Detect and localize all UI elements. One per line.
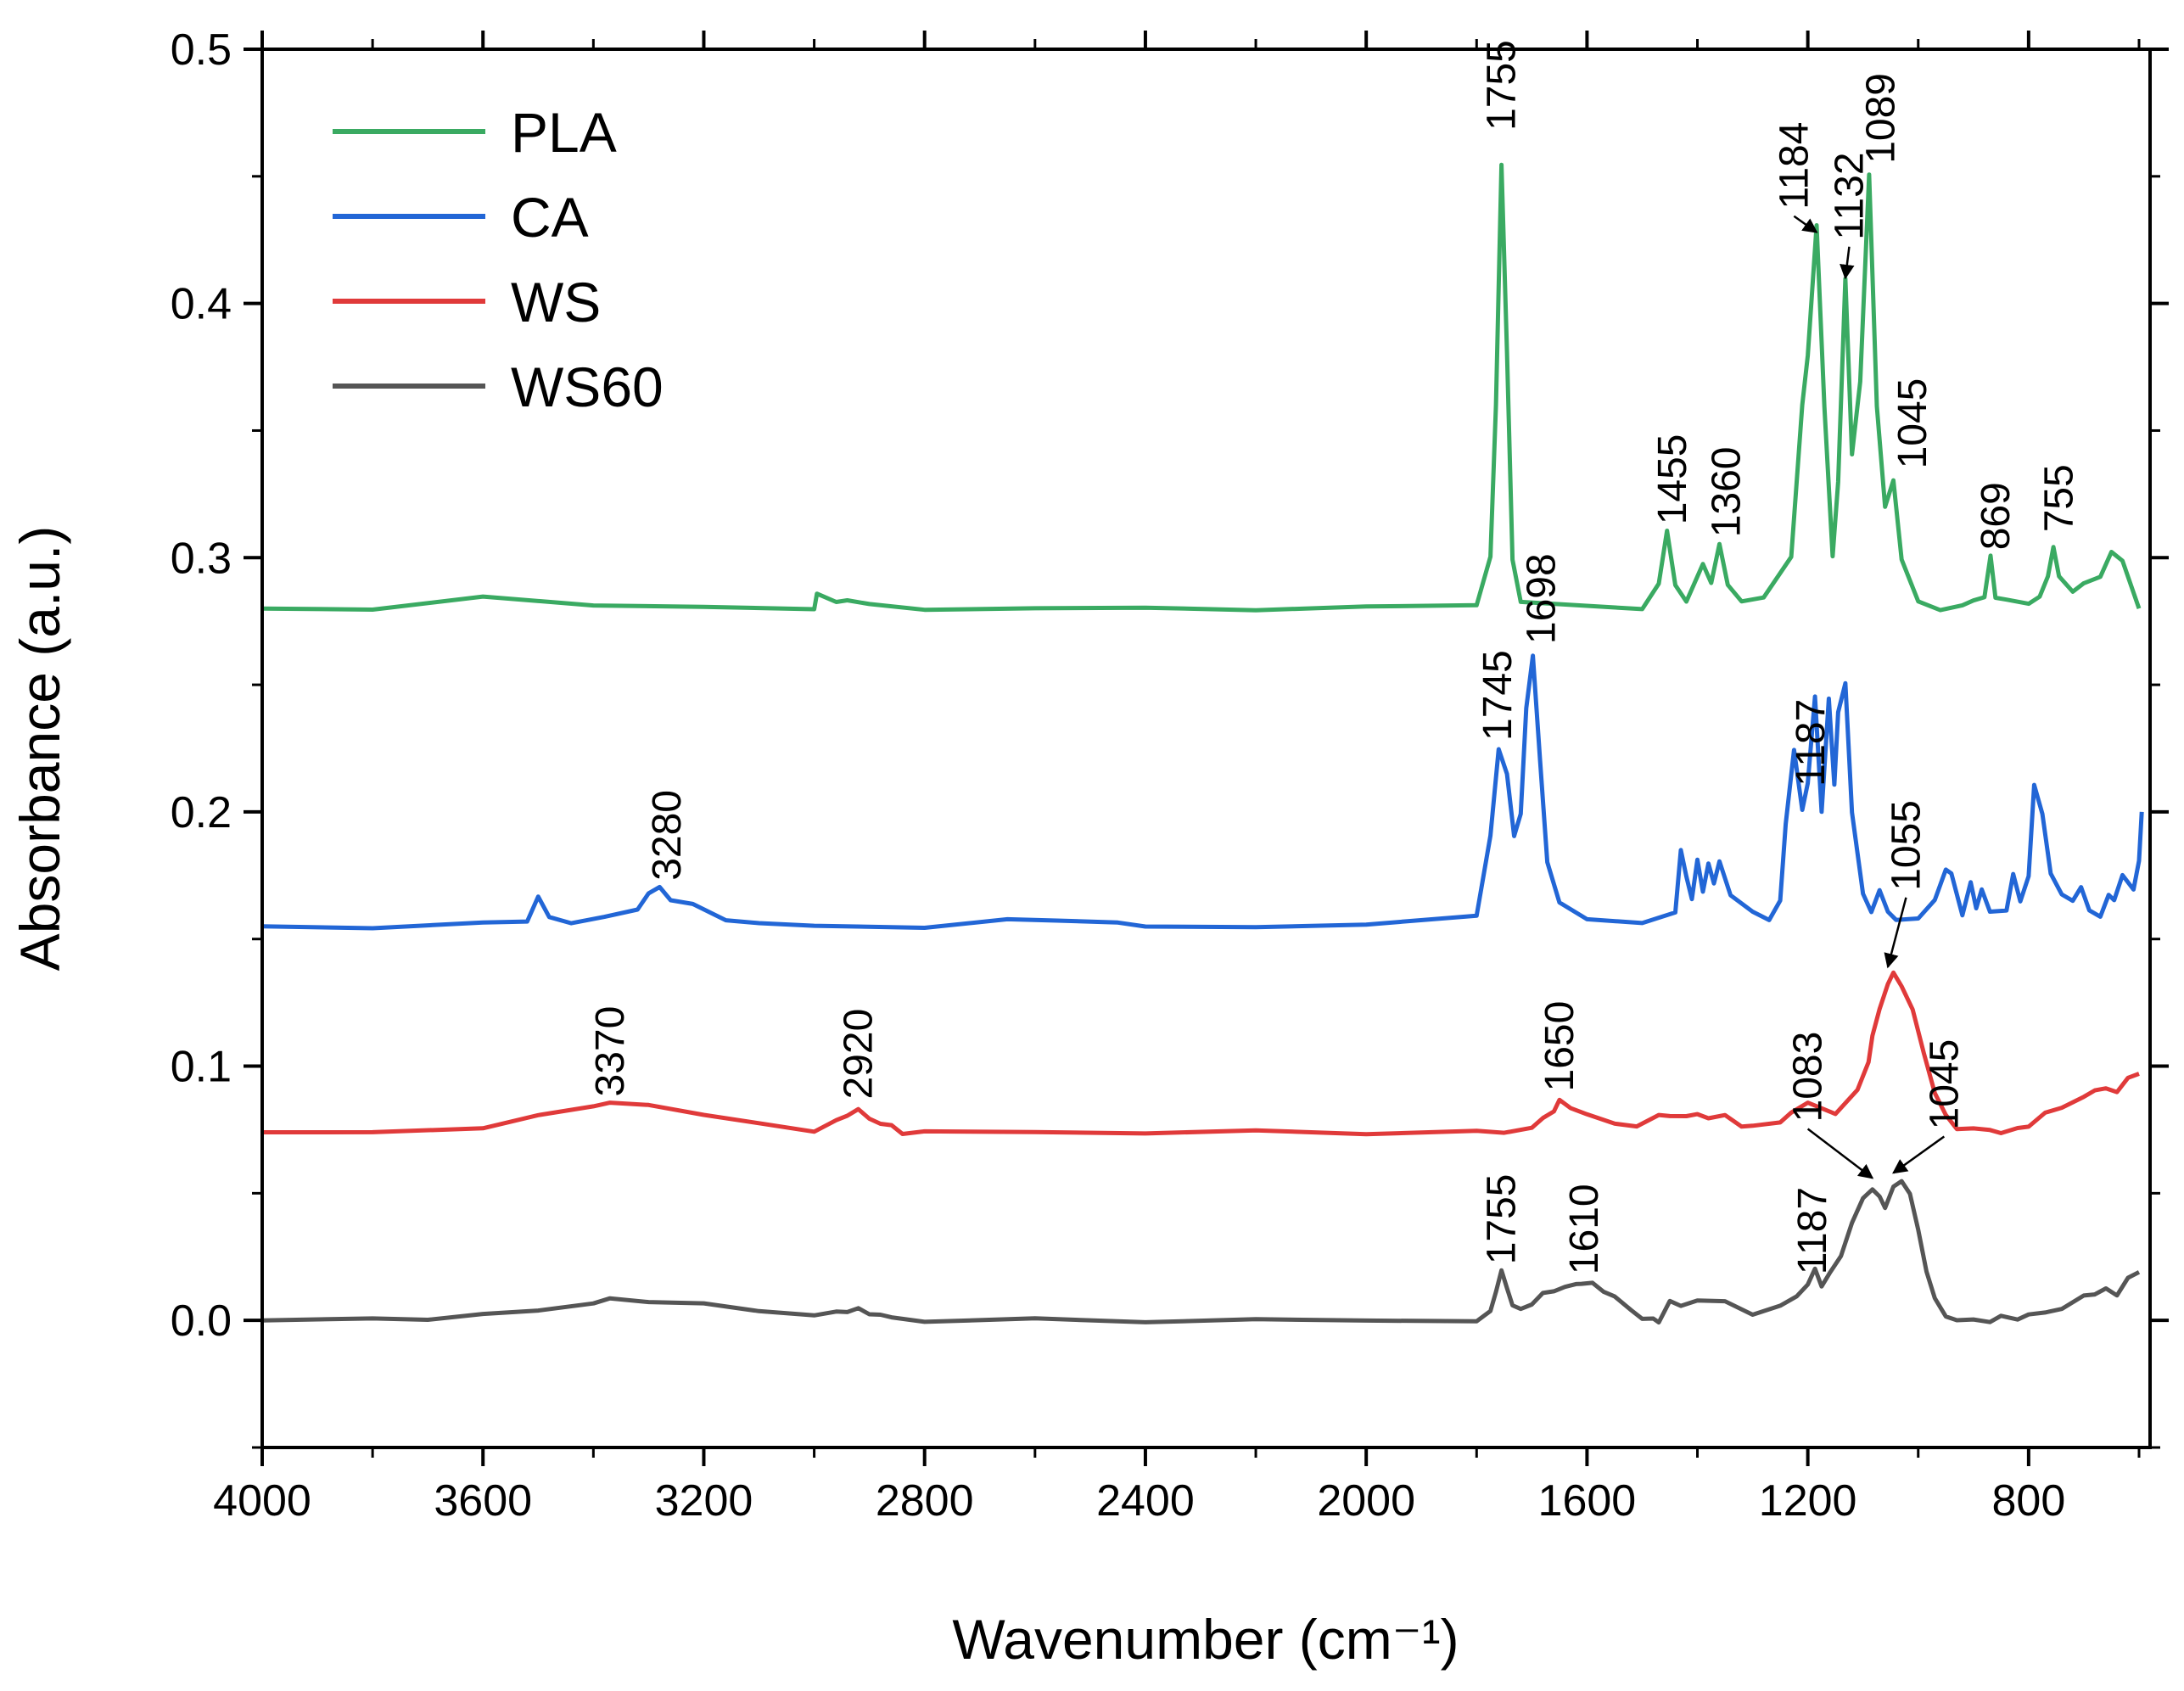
legend-label-ws: WS: [511, 271, 601, 333]
peak-label-pla-1132: 1132: [1827, 152, 1872, 239]
legend-label-ca: CA: [511, 186, 589, 249]
series-layer: [261, 162, 2144, 1325]
y-tick-label: 0.1: [171, 1043, 232, 1092]
peak-label-ca-1745: 1745: [1476, 650, 1520, 741]
peak-arrow-ca-1055: [1884, 897, 1907, 969]
peak-label-ws-3370: 3370: [588, 1006, 633, 1097]
peak-label-pla-1755: 1755: [1480, 40, 1525, 131]
peak-label-ws60-1083: 1083: [1786, 1032, 1831, 1123]
peak-label-pla-1455: 1455: [1650, 434, 1695, 525]
peak-label-ws60-1045: 1045: [1922, 1039, 1967, 1130]
x-tick-label: 3600: [434, 1476, 532, 1526]
series-line-ws60: [261, 1179, 2141, 1325]
x-tick-label: 1600: [1538, 1476, 1637, 1526]
peak-label-ca-1055: 1055: [1884, 800, 1929, 891]
peak-arrow-pla-1184: [1793, 215, 1818, 233]
peak-label-ca-1187: 1187: [1789, 699, 1834, 787]
peak-label-ws60-1187: 1187: [1790, 1187, 1835, 1274]
y-tick-label: 0.2: [171, 788, 232, 837]
peak-label-pla-869: 869: [1974, 482, 2019, 550]
peak-label-ws60-1610: 1610: [1562, 1184, 1607, 1274]
legend-label-ws60: WS60: [511, 356, 664, 418]
x-tick-label: 2400: [1096, 1476, 1195, 1526]
tick-layer: 4000 3600 3200 2800 2400 2000 1600 1200 800 0.0 0.…: [171, 25, 2169, 1526]
peak-label-pla-1089: 1089: [1859, 73, 1904, 164]
series-line-ca: [261, 653, 2144, 931]
peak-label-ca-3280: 3280: [645, 790, 690, 881]
legend: PLA CA WS WS60: [333, 101, 664, 418]
peak-label-pla-1360: 1360: [1704, 447, 1749, 538]
x-tick-label: 3200: [655, 1476, 753, 1526]
peak-label-ws60-1755: 1755: [1480, 1174, 1525, 1265]
x-tick-label: 2800: [876, 1476, 974, 1526]
y-tick-label: 0.4: [171, 280, 232, 329]
y-tick-label: 0.0: [171, 1296, 232, 1346]
peak-label-ca-1698: 1698: [1519, 553, 1564, 644]
peak-label-ws-1650: 1650: [1537, 1001, 1582, 1092]
x-axis-title: Wavenumber (cm⁻¹): [952, 1608, 1459, 1671]
series-line-ws: [261, 970, 2140, 1137]
y-tick-label: 0.3: [171, 534, 232, 583]
plot-frame: [260, 48, 2152, 1449]
x-tick-label: 800: [1991, 1476, 2065, 1526]
y-tick-label: 0.5: [171, 25, 232, 75]
y-axis-title: Absorbance (a.u.): [8, 526, 71, 971]
peak-label-pla-1184: 1184: [1772, 122, 1817, 210]
legend-label-pla: PLA: [511, 101, 617, 164]
peak-arrow-ws60-1045: [1892, 1135, 1946, 1174]
peak-label-ws-2920: 2920: [837, 1009, 882, 1100]
peak-arrow-ws60-1083: [1806, 1128, 1874, 1179]
x-tick-label: 4000: [213, 1476, 311, 1526]
x-tick-label: 1200: [1759, 1476, 1857, 1526]
series-line-pla: [261, 162, 2142, 613]
x-tick-label: 2000: [1317, 1476, 1415, 1526]
peak-arrow-pla-1132: [1840, 246, 1855, 280]
peak-label-pla-1045: 1045: [1890, 378, 1935, 469]
peak-label-pla-755: 755: [2037, 464, 2082, 532]
